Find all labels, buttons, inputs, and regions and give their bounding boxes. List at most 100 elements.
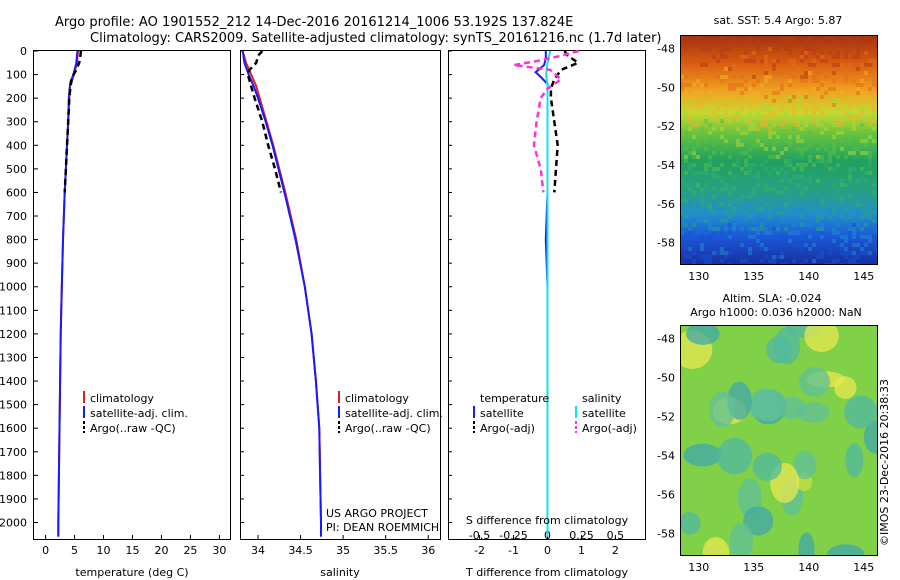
sst-cell [804,91,808,95]
sst-cell [740,195,744,199]
sst-cell [848,43,852,47]
sst-cell [836,63,840,67]
sst-cell [856,51,860,55]
sst-cell [812,107,816,111]
sst-cell [788,35,792,39]
sst-cell [708,155,712,159]
y-tick-label: 0 [20,45,27,58]
sst-cell [784,119,788,123]
sst-cell [844,43,848,47]
sst-cell [840,123,844,127]
sst-cell [764,75,768,79]
sst-cell [724,119,728,123]
sst-cell [684,115,688,119]
sst-cell [700,63,704,67]
sst-cell [792,259,796,263]
y-tick-label: 700 [6,210,27,223]
series-line [246,50,283,193]
temperature-legend: climatology satellite-adj. clim. Argo(..… [83,391,188,435]
sst-cell [724,111,728,115]
pi-annotation: PI: DEAN ROEMMICH [326,521,439,534]
sst-cell [688,247,692,251]
map-y-tick-label: -56 [657,489,675,502]
sst-cell [868,251,872,255]
sst-cell [784,263,788,264]
y-tick-label: 400 [6,139,27,152]
sst-cell [832,99,836,103]
sst-cell [756,183,760,187]
sst-cell [776,255,780,259]
y-tick-label: 600 [6,186,27,199]
sst-cell [864,243,868,247]
map-x-tick-label: 130 [688,561,709,574]
sst-cell [732,207,736,211]
sst-cell [752,143,756,147]
sst-cell [828,251,832,255]
salinity-legend: climatology satellite-adj. clim. Argo(..… [338,391,443,435]
map-y-tick-label: -50 [657,81,675,94]
sst-cell [832,211,836,215]
map-y-tick-label: -50 [657,372,675,385]
sst-cell [776,155,780,159]
x-tick-label: 10 [97,544,111,557]
sst-cell [820,223,824,227]
sst-cell [728,215,732,219]
legend-label-temp-argo: Argo(-adj) [480,422,535,435]
sst-cell [780,211,784,215]
sst-cell [788,135,792,139]
sla-blob [680,511,701,535]
sst-cell [688,231,692,235]
sst-cell [756,187,760,191]
sst-cell [864,143,868,147]
sst-cell [820,111,824,115]
sst-cell [768,155,772,159]
legend-label-satellite: satellite-adj. clim. [90,407,188,420]
sst-cell [784,239,788,243]
sst-cell [748,43,752,47]
sst-cell [680,35,684,39]
sst-cell [836,99,840,103]
sst-cell [804,223,808,227]
sst-cell [680,203,684,207]
sst-cell [684,215,688,219]
sst-cell [748,235,752,239]
x-tick-label: 0 [544,544,551,557]
sst-cell [768,207,772,211]
sst-cell [868,207,872,211]
sst-cell [716,75,720,79]
sst-cell [740,243,744,247]
sst-cell [820,59,824,63]
sst-cell [720,231,724,235]
sst-cell [716,251,720,255]
sst-cell [840,199,844,203]
y-tick-label: 1400 [0,375,27,388]
sst-cell [832,135,836,139]
sst-cell [788,47,792,51]
sst-cell [692,83,696,87]
sst-cell [720,55,724,59]
sst-cell [760,259,764,263]
sst-cell [860,219,864,223]
sst-cell [748,203,752,207]
sst-cell [848,251,852,255]
sst-cell [820,131,824,135]
sst-cell [796,155,800,159]
sst-cell [848,231,852,235]
map-x-tick-label: 140 [798,270,819,283]
sst-cell [840,183,844,187]
sst-cell [876,163,877,167]
sst-cell [740,131,744,135]
series-line [241,50,322,537]
sst-cell [720,75,724,79]
sst-cell [876,199,877,203]
sst-cell [840,67,844,71]
difference-legend: temperature satellite Argo(-adj) salinit… [473,392,637,435]
sst-cell [716,167,720,171]
sst-cell [808,35,812,39]
sst-cell [696,179,700,183]
sst-cell [764,159,768,163]
sst-cell [796,135,800,139]
sst-cell [780,219,784,223]
sst-cell [748,119,752,123]
sst-cell [876,231,877,235]
